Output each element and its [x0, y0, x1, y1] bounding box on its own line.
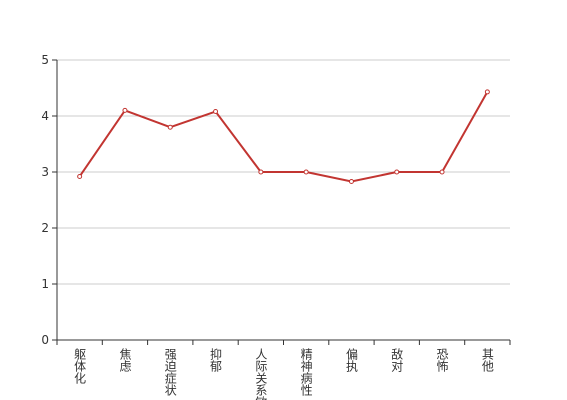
data-line [78, 91, 489, 183]
y-tick-label: 1 [41, 277, 49, 291]
y-tick-label: 5 [41, 53, 49, 67]
x-tick-label: 敌对 [390, 347, 404, 372]
y-tick-label: 4 [41, 109, 49, 123]
y-tick-label: 3 [41, 165, 49, 179]
y-tick-label: 0 [41, 333, 49, 347]
x-tick-label: 躯体化 [73, 347, 87, 385]
data-point [348, 179, 354, 185]
data-point [77, 173, 83, 179]
x-tick-label: 偏执 [344, 347, 358, 373]
x-tick-label: 抑郁 [209, 347, 223, 373]
x-tick-label: 恐怖 [435, 348, 449, 372]
x-tick-label: 其他 [480, 348, 494, 372]
x-tick-label: 精神病性 [299, 348, 313, 397]
x-tick-label: 人际关系敏感 [254, 348, 268, 400]
data-point [484, 89, 490, 95]
data-point [394, 169, 400, 175]
x-tick-label: 焦虑 [118, 348, 132, 372]
data-point [439, 169, 445, 175]
data-point [303, 169, 309, 175]
data-point [167, 124, 173, 130]
data-point [258, 169, 264, 175]
data-point [213, 109, 219, 115]
data-point [122, 107, 128, 113]
x-tick-label: 强迫症状 [163, 348, 177, 396]
y-tick-label: 2 [41, 221, 49, 235]
